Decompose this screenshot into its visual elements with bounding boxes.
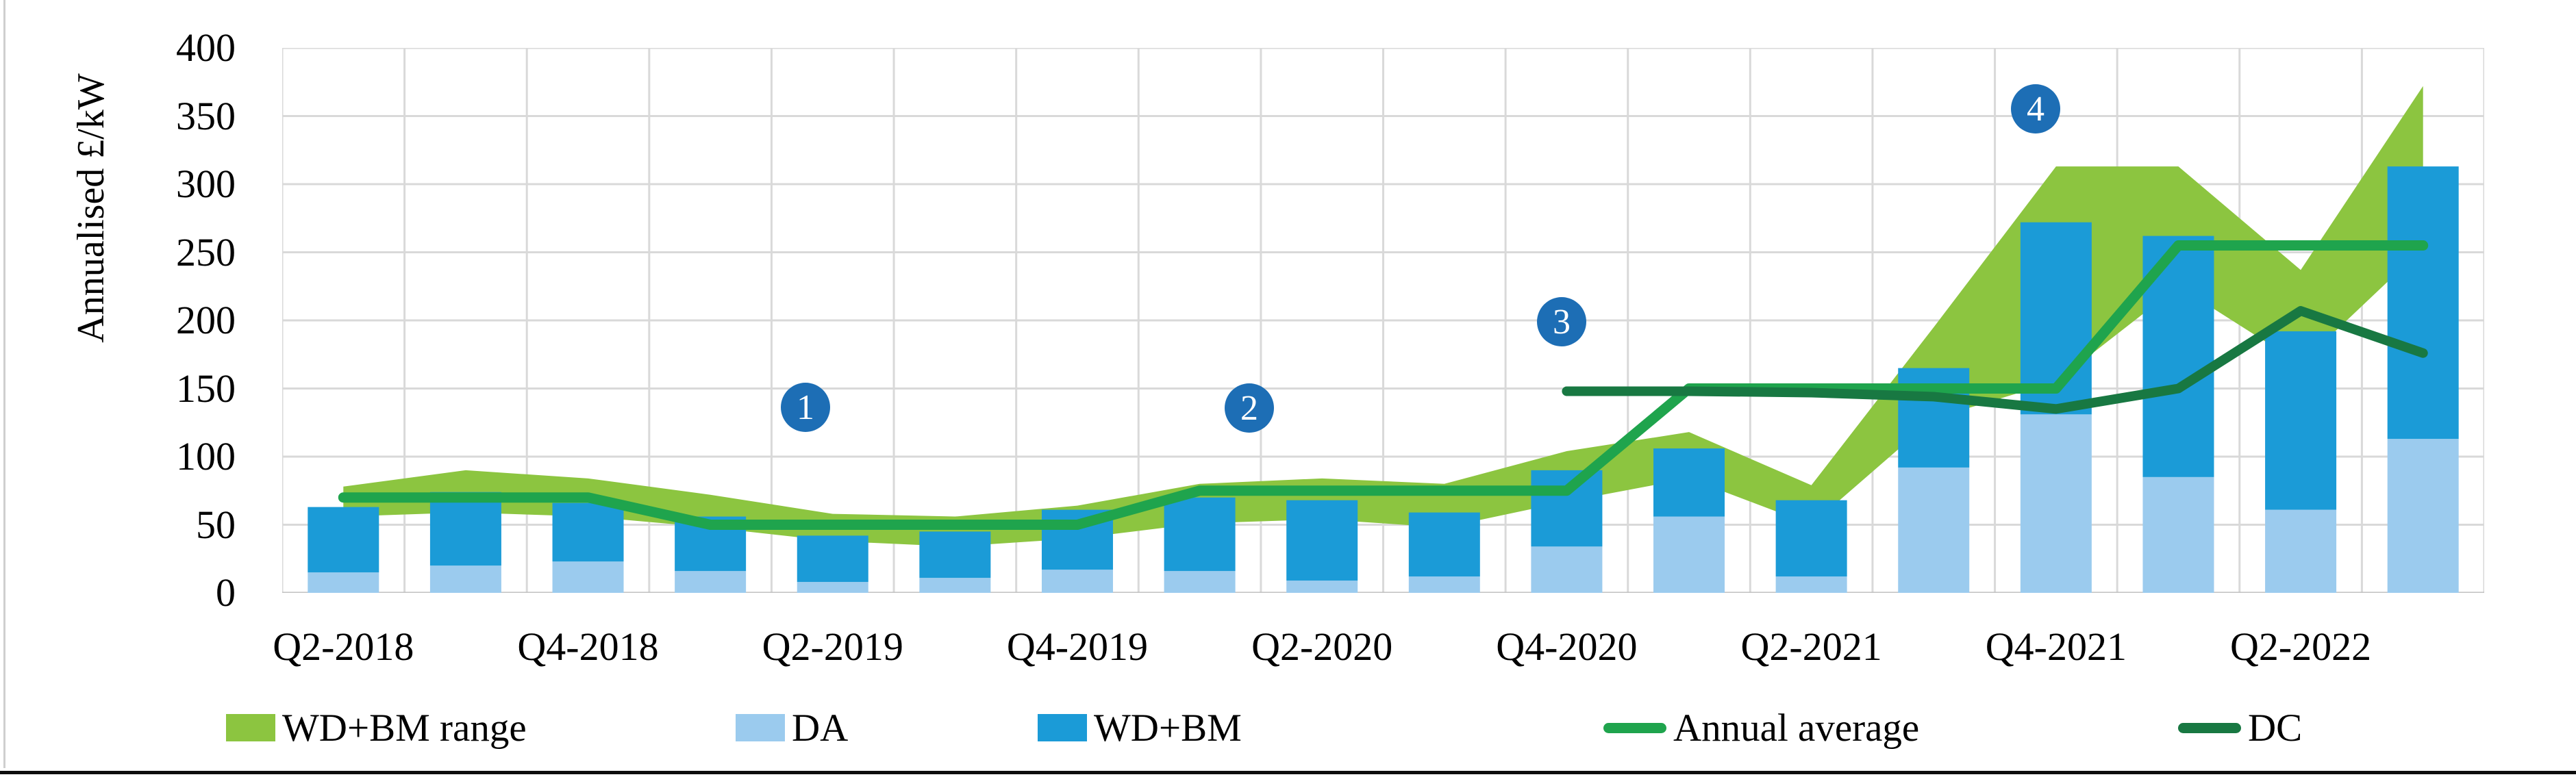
legend-item-dc: DC — [2178, 704, 2302, 752]
bar-da — [1775, 576, 1847, 593]
bar-da — [1898, 467, 1970, 593]
y-tick-label: 300 — [176, 162, 236, 206]
bar-da — [675, 571, 747, 593]
x-tick-label: Q2-2020 — [1251, 624, 1393, 669]
bar-da — [429, 565, 501, 593]
y-tick-label: 200 — [176, 298, 236, 342]
bar-da — [1041, 570, 1113, 593]
bar-da — [308, 572, 379, 593]
x-tick-label: Q4-2021 — [1985, 624, 2127, 669]
bar-da — [2265, 509, 2337, 593]
bar-da — [2020, 414, 2092, 593]
y-tick-label: 0 — [216, 570, 236, 615]
bar-wdbm — [1653, 448, 1725, 517]
y-tick-label: 350 — [176, 93, 236, 138]
x-tick-label: Q4-2019 — [1006, 624, 1149, 669]
y-tick-label: 150 — [176, 366, 236, 411]
page-left-edge-line — [3, 0, 5, 768]
y-tick-label: 400 — [176, 25, 236, 70]
legend-box-swatch-wd-bm-range — [226, 714, 275, 741]
bar-wdbm — [1408, 512, 1480, 577]
bar-da — [1408, 576, 1480, 593]
bar-wdbm — [1898, 368, 1970, 468]
legend-label: DC — [2248, 706, 2303, 750]
figure-bottom-border — [0, 771, 2576, 774]
legend-item-da: DA — [736, 704, 848, 752]
bar-da — [797, 582, 868, 593]
dc-line — [1562, 306, 2428, 414]
legend-label: Annual average — [1673, 706, 1920, 750]
legend-item-wd-bm-range: WD+BM range — [226, 704, 527, 752]
legend-box-swatch-da — [736, 714, 785, 741]
bar-wdbm — [1164, 497, 1236, 572]
annotation-circle-1: 1 — [781, 383, 830, 432]
legend-label: DA — [792, 706, 849, 750]
annual-average-line — [338, 240, 2429, 530]
annotation-circle-3: 3 — [1537, 297, 1586, 346]
legend-box-swatch-wd-bm — [1038, 714, 1087, 741]
legend-line-swatch-annual-average — [1603, 722, 1666, 733]
y-tick-label: 50 — [196, 502, 236, 547]
bar-wdbm — [2265, 331, 2337, 510]
bar-da — [2387, 439, 2459, 593]
x-tick-label: Q2-2022 — [2229, 624, 2372, 669]
annotation-circle-2: 2 — [1225, 383, 1274, 433]
bar-wdbm — [308, 507, 379, 573]
bar-wdbm — [1775, 500, 1847, 577]
annotation-circle-4: 4 — [2011, 84, 2060, 133]
y-tick-label: 250 — [176, 229, 236, 275]
y-tick-label: 100 — [176, 434, 236, 479]
legend-item-annual-average: Annual average — [1603, 704, 1919, 752]
bar-da — [1531, 546, 1603, 593]
bar-da — [2142, 476, 2214, 593]
legend-line-swatch-dc — [2178, 722, 2241, 733]
x-tick-label: Q4-2020 — [1496, 624, 1638, 669]
bar-wdbm — [797, 535, 868, 583]
bar-da — [1164, 571, 1236, 593]
legend-label: WD+BM — [1094, 706, 1242, 750]
bar-wdbm — [552, 502, 624, 562]
legend-label: WD+BM range — [282, 706, 527, 750]
legend: WD+BM range DA WD+BM Annual average DC — [0, 704, 2576, 752]
x-tick-label: Q2-2021 — [1740, 624, 1882, 669]
bar-da — [1286, 581, 1358, 593]
bar-wdbm — [429, 492, 501, 566]
bar-wdbm — [2387, 166, 2459, 440]
bar-wdbm — [1531, 470, 1603, 547]
bar-da — [1653, 516, 1725, 593]
plot-area — [282, 48, 2484, 593]
bar-da — [552, 561, 624, 593]
bar-wdbm — [919, 531, 991, 578]
legend-item-wd-bm: WD+BM — [1038, 704, 1242, 752]
x-tick-label: Q2-2019 — [762, 624, 903, 669]
x-tick-label: Q4-2018 — [517, 624, 659, 669]
bar-wdbm — [1286, 500, 1358, 581]
x-tick-label: Q2-2018 — [273, 624, 414, 669]
bar-da — [919, 578, 991, 593]
